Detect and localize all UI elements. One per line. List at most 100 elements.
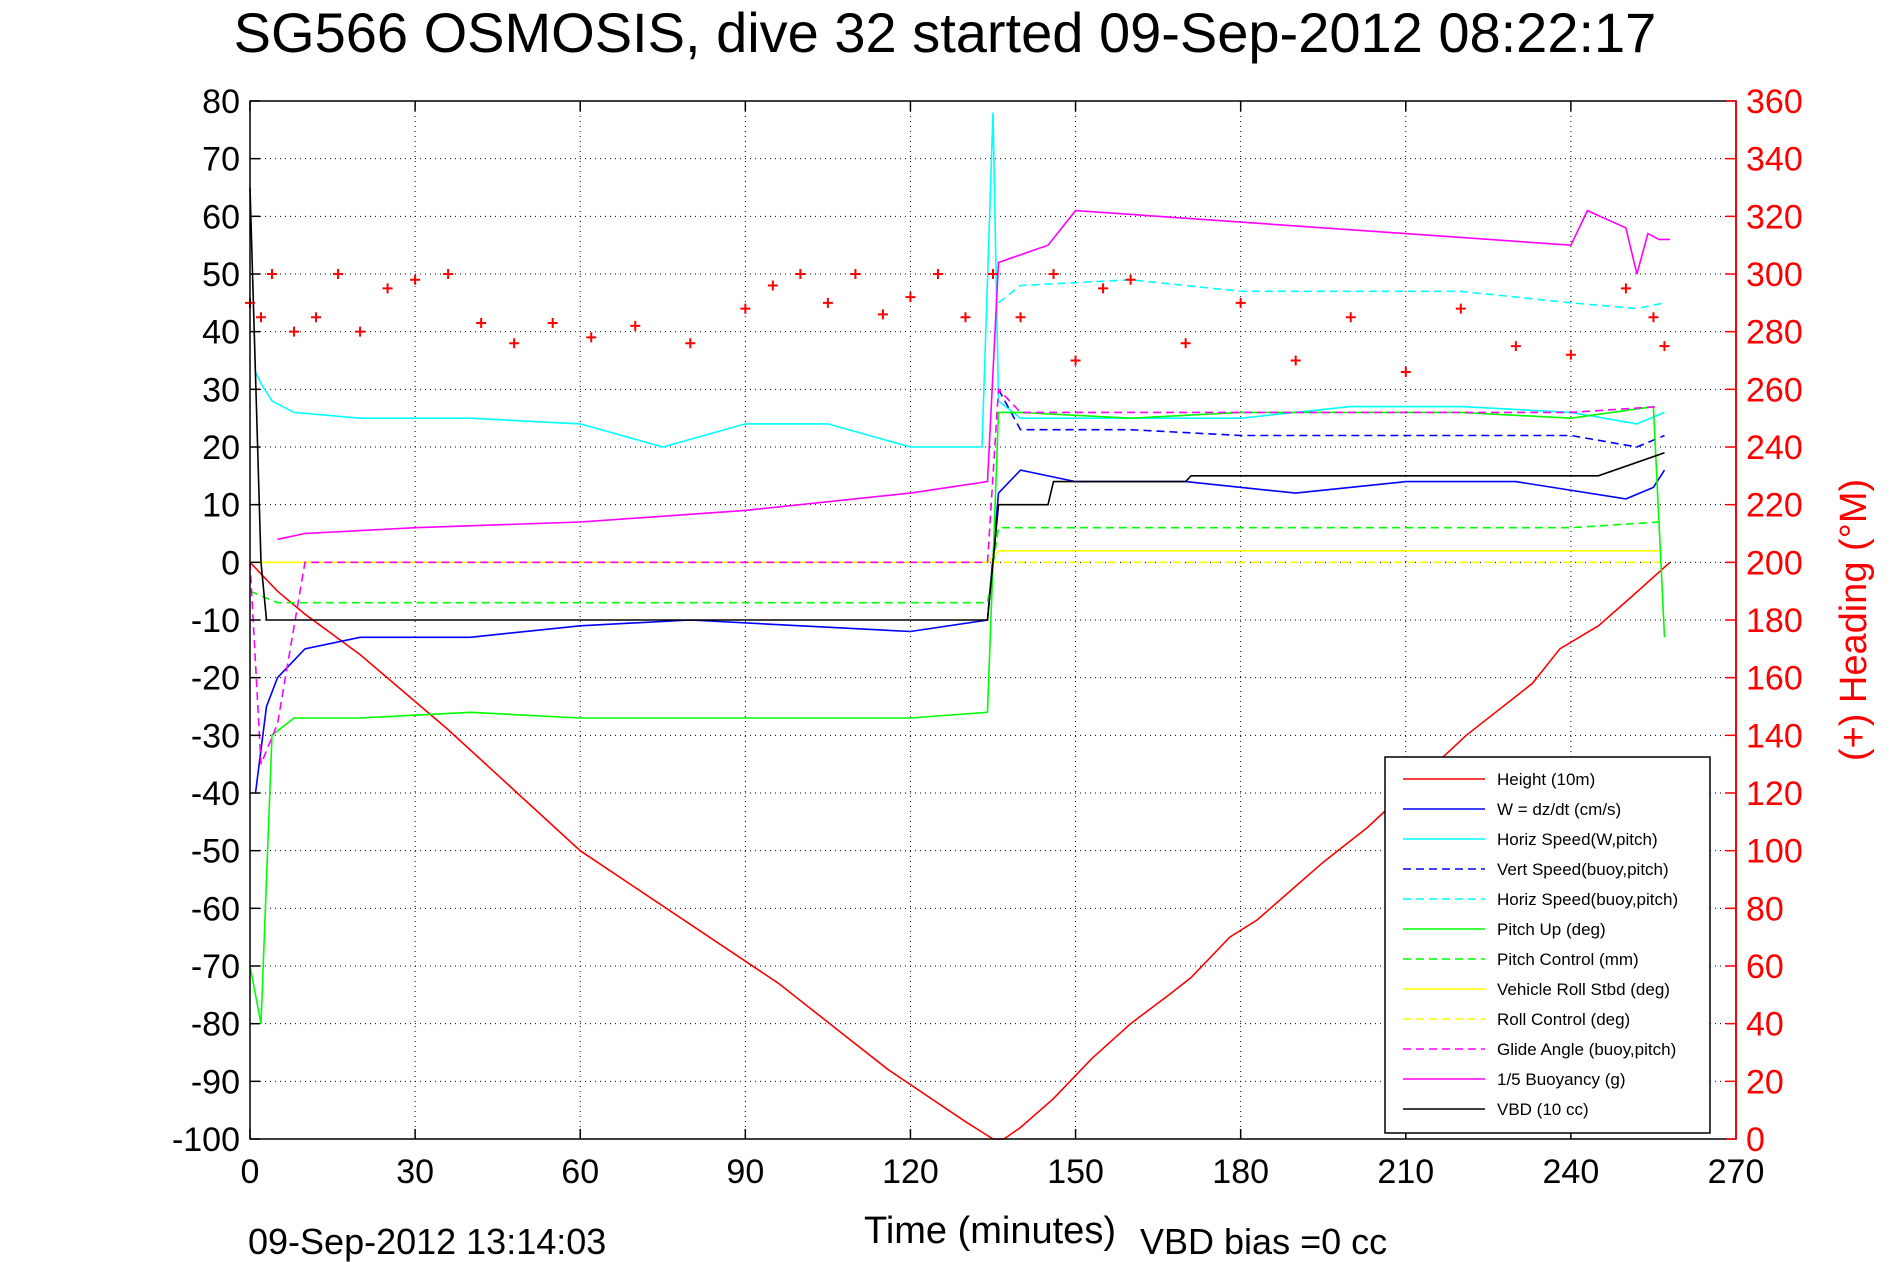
x-tick-label: 240: [1543, 1153, 1600, 1191]
heading-point: [1400, 367, 1411, 378]
y-right-tick-label: 240: [1746, 429, 1803, 467]
legend-label: Roll Control (deg): [1497, 1010, 1630, 1029]
heading-point: [1048, 269, 1059, 279]
heading-point: [547, 318, 558, 329]
heading-point: [1345, 312, 1356, 323]
y-right-tick-label: 140: [1746, 717, 1803, 755]
y-tick-label: 10: [202, 487, 240, 525]
y-tick-label: 50: [202, 256, 240, 294]
heading-point: [382, 283, 393, 294]
heading-point: [256, 312, 267, 323]
heading-point: [877, 309, 888, 320]
x-tick-label: 90: [726, 1153, 764, 1191]
x-tick-label: 210: [1377, 1153, 1434, 1191]
heading-point: [267, 269, 278, 279]
heading-point: [685, 338, 696, 349]
series-vbd-10-cc: [249, 187, 1665, 621]
series-height-10m: [249, 561, 1671, 1140]
heading-point: [586, 332, 597, 343]
legend-label: 1/5 Buoyancy (g): [1497, 1070, 1626, 1089]
y-tick-label: -10: [191, 602, 240, 640]
heading-point: [311, 312, 322, 323]
y-tick-label: -100: [172, 1121, 240, 1159]
heading-point: [795, 269, 806, 279]
y-right-tick-label: 60: [1746, 948, 1784, 986]
heading-point: [1070, 355, 1081, 366]
y-right-tick-label: 340: [1746, 141, 1803, 179]
y-right-tick-label: 360: [1746, 83, 1803, 121]
heading-point: [1125, 274, 1136, 285]
heading-point: [960, 312, 971, 323]
y-tick-label: 40: [202, 314, 240, 352]
heading-point: [822, 297, 833, 308]
y-tick-label: -30: [191, 717, 240, 755]
y-tick-label: -80: [191, 1006, 240, 1044]
series-horiz-speed-w-pitch: [254, 112, 1665, 448]
x-tick-label: 120: [882, 1153, 939, 1191]
y-right-tick-label: 180: [1746, 602, 1803, 640]
heading-point: [1510, 341, 1521, 352]
y-tick-label: -50: [191, 833, 240, 871]
series-1-5-buoyancy-g: [277, 209, 1670, 541]
legend-label: Vehicle Roll Stbd (deg): [1497, 980, 1670, 999]
x-axis-label: Time (minutes): [864, 1210, 1116, 1252]
heading-point: [988, 269, 998, 279]
series-vert-speed-buoy-pitch: [997, 388, 1665, 448]
heading-point: [630, 320, 641, 331]
heading-point: [443, 269, 454, 279]
heading-point: [1235, 297, 1246, 308]
y-tick-label: 30: [202, 371, 240, 409]
legend-label: W = dz/dt (cm/s): [1497, 800, 1621, 819]
legend-label: Pitch Control (mm): [1497, 950, 1639, 969]
y-right-tick-label: 300: [1746, 256, 1803, 294]
x-tick-label: 150: [1047, 1153, 1104, 1191]
x-tick-label: 270: [1708, 1153, 1765, 1191]
x-tick-label: 30: [396, 1153, 434, 1191]
y-right-tick-label: 120: [1746, 775, 1803, 813]
y-right-tick-label: 280: [1746, 314, 1803, 352]
series-glide-angle-buoy-pitch: [249, 387, 1659, 765]
heading-point: [289, 326, 300, 337]
y-right-tick-label: 80: [1746, 890, 1784, 928]
y-tick-label: -90: [191, 1063, 240, 1101]
y-right-tick-label: 260: [1746, 371, 1803, 409]
series-heading: [245, 269, 1670, 378]
y-tick-label: 70: [202, 141, 240, 179]
heading-point: [1015, 312, 1026, 323]
heading-point: [1455, 303, 1466, 314]
y-tick-label: 60: [202, 198, 240, 236]
series-pitch-control-mm: [249, 521, 1659, 604]
heading-point: [1648, 312, 1659, 323]
legend-label: Vert Speed(buoy,pitch): [1497, 860, 1669, 879]
heading-point: [410, 274, 421, 285]
y-axis-right-label: (+) Heading (°M): [1833, 479, 1875, 761]
legend-label: Horiz Speed(buoy,pitch): [1497, 890, 1678, 909]
heading-point: [905, 292, 916, 303]
legend-box: [1384, 756, 1711, 1134]
y-tick-label: 20: [202, 429, 240, 467]
heading-point: [932, 269, 943, 279]
series-horiz-speed-buoy-pitch: [998, 278, 1665, 310]
legend-label: Horiz Speed(W,pitch): [1497, 830, 1658, 849]
legend-label: Glide Angle (buoy,pitch): [1497, 1040, 1676, 1059]
y-tick-label: 80: [202, 83, 240, 121]
y-tick-label: 0: [221, 544, 240, 582]
series-layer: [245, 112, 1671, 1140]
heading-point: [850, 269, 861, 279]
y-right-tick-label: 200: [1746, 544, 1803, 582]
heading-point: [355, 326, 366, 337]
legend-label: Pitch Up (deg): [1497, 920, 1606, 939]
heading-point: [476, 318, 487, 329]
y-tick-label: -60: [191, 890, 240, 928]
legend-label: Height (10m): [1497, 770, 1595, 789]
tick-layer: 0 30 60 90 120 150 180 210 240 270 80 70 60 50 40 30 20 1…: [172, 83, 1803, 1191]
y-right-tick-label: 20: [1746, 1063, 1784, 1101]
y-right-tick-label: 100: [1746, 833, 1803, 871]
heading-point: [1290, 355, 1301, 366]
y-tick-label: -70: [191, 948, 240, 986]
legend-label: VBD (10 cc): [1497, 1100, 1589, 1119]
heading-point: [1620, 283, 1631, 294]
y-right-tick-label: 220: [1746, 487, 1803, 525]
x-tick-label: 180: [1212, 1153, 1269, 1191]
heading-point: [740, 303, 751, 314]
